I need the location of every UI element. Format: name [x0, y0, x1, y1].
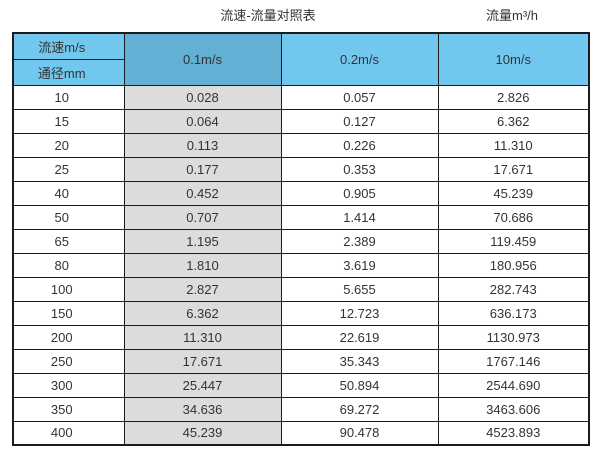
flow-value-cell: 1.810: [123, 252, 282, 278]
table-row: 10 0.028 0.057 2.826: [12, 84, 590, 110]
flow-value-cell: 50.894: [280, 372, 439, 398]
table-body: 10 0.028 0.057 2.826 15 0.064 0.127 6.362 20 0.11…: [12, 84, 590, 446]
flow-value-cell: 35.343: [280, 348, 439, 374]
diameter-cell: 350: [12, 396, 125, 422]
diameter-cell: 65: [12, 228, 125, 254]
flow-value-cell: 45.239: [123, 420, 282, 446]
flow-value-cell: 34.636: [123, 396, 282, 422]
flow-value-cell: 2544.690: [437, 372, 590, 398]
table-row: 200 11.310 22.619 1130.973: [12, 324, 590, 350]
table-row: 250 17.671 35.343 1767.146: [12, 348, 590, 374]
diameter-cell: 400: [12, 420, 125, 446]
velocity-flow-table: 流速m/s 0.1m/s 0.2m/s 10m/s 通径mm 10 0.028 0.…: [12, 32, 590, 446]
flow-value-cell: 17.671: [123, 348, 282, 374]
header-row-bottom: 通径mm: [12, 58, 589, 86]
flow-value-cell: 3463.606: [437, 396, 590, 422]
diameter-cell: 15: [12, 108, 125, 134]
diameter-cell: 50: [12, 204, 125, 230]
diameter-cell: 80: [12, 252, 125, 278]
flow-value-cell: 45.239: [437, 180, 590, 206]
title-bar: 流速-流量对照表 流量m³/h: [0, 0, 600, 32]
flow-value-cell: 0.905: [280, 180, 439, 206]
flow-value-cell: 69.272: [280, 396, 439, 422]
table-row: 65 1.195 2.389 119.459: [12, 228, 590, 254]
column-header-0-1ms: 0.1m/s: [123, 32, 282, 86]
flow-value-cell: 282.743: [437, 276, 590, 302]
table-row: 400 45.239 90.478 4523.893: [12, 420, 590, 446]
flow-value-cell: 12.723: [280, 300, 439, 326]
flow-value-cell: 0.028: [123, 84, 282, 110]
diameter-cell: 10: [12, 84, 125, 110]
table-row: 20 0.113 0.226 11.310: [12, 132, 590, 158]
flow-value-cell: 6.362: [437, 108, 590, 134]
table-row: 300 25.447 50.894 2544.690: [12, 372, 590, 398]
flow-value-cell: 1130.973: [437, 324, 590, 350]
table-row: 50 0.707 1.414 70.686: [12, 204, 590, 230]
corner-diameter-label: 通径mm: [12, 58, 125, 86]
flow-value-cell: 636.173: [437, 300, 590, 326]
flow-value-cell: 119.459: [437, 228, 590, 254]
flow-value-cell: 0.353: [280, 156, 439, 182]
corner-velocity-label: 流速m/s: [12, 32, 125, 60]
table-row: 80 1.810 3.619 180.956: [12, 252, 590, 278]
flow-value-cell: 17.671: [437, 156, 590, 182]
flow-value-cell: 1.414: [280, 204, 439, 230]
flow-value-cell: 3.619: [280, 252, 439, 278]
flow-value-cell: 11.310: [437, 132, 590, 158]
diameter-cell: 200: [12, 324, 125, 350]
table-row: 100 2.827 5.655 282.743: [12, 276, 590, 302]
table-row: 25 0.177 0.353 17.671: [12, 156, 590, 182]
table-row: 15 0.064 0.127 6.362: [12, 108, 590, 134]
flow-value-cell: 0.452: [123, 180, 282, 206]
flow-value-cell: 25.447: [123, 372, 282, 398]
diameter-cell: 150: [12, 300, 125, 326]
header-row-top: 流速m/s 0.1m/s 0.2m/s 10m/s: [12, 32, 590, 86]
flow-value-cell: 2.389: [280, 228, 439, 254]
flow-value-cell: 0.113: [123, 132, 282, 158]
diameter-cell: 300: [12, 372, 125, 398]
flow-value-cell: 0.064: [123, 108, 282, 134]
diameter-cell: 250: [12, 348, 125, 374]
column-header-10ms: 10m/s: [437, 32, 590, 86]
table-row: 350 34.636 69.272 3463.606: [12, 396, 590, 422]
flow-value-cell: 180.956: [437, 252, 590, 278]
flow-value-cell: 0.177: [123, 156, 282, 182]
flow-value-cell: 5.655: [280, 276, 439, 302]
diameter-cell: 20: [12, 132, 125, 158]
table-header: 流速m/s 0.1m/s 0.2m/s 10m/s 通径mm: [12, 32, 590, 86]
flow-value-cell: 4523.893: [437, 420, 590, 446]
diameter-cell: 100: [12, 276, 125, 302]
diameter-cell: 40: [12, 180, 125, 206]
table-row: 150 6.362 12.723 636.173: [12, 300, 590, 326]
flow-value-cell: 90.478: [280, 420, 439, 446]
flow-value-cell: 22.619: [280, 324, 439, 350]
flow-value-cell: 0.127: [280, 108, 439, 134]
flow-value-cell: 1.195: [123, 228, 282, 254]
flow-unit-label: 流量m³/h: [485, 8, 539, 23]
flow-value-cell: 1767.146: [437, 348, 590, 374]
flow-value-cell: 6.362: [123, 300, 282, 326]
flow-value-cell: 2.827: [123, 276, 282, 302]
flow-value-cell: 0.057: [280, 84, 439, 110]
column-header-0-2ms: 0.2m/s: [280, 32, 439, 86]
flow-value-cell: 0.226: [280, 132, 439, 158]
diameter-cell: 25: [12, 156, 125, 182]
table-row: 40 0.452 0.905 45.239: [12, 180, 590, 206]
flow-value-cell: 11.310: [123, 324, 282, 350]
flow-value-cell: 0.707: [123, 204, 282, 230]
flow-value-cell: 70.686: [437, 204, 590, 230]
table-title: 流速-流量对照表: [220, 8, 316, 23]
flow-value-cell: 2.826: [437, 84, 590, 110]
